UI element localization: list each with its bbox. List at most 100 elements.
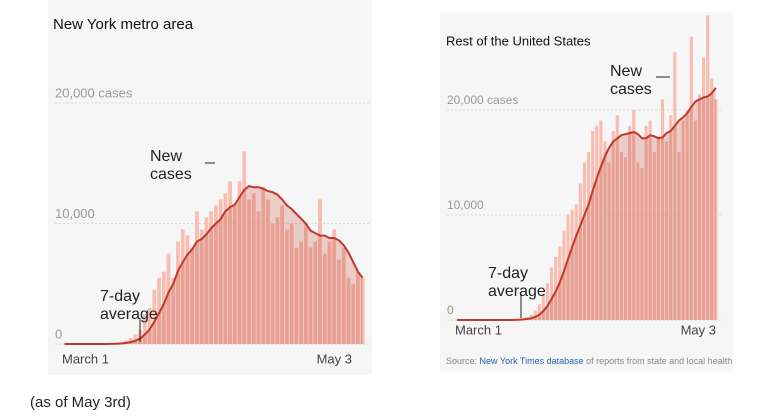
chart-title: Rest of the United States: [446, 33, 591, 48]
bar: [566, 215, 570, 320]
bar: [285, 229, 289, 344]
bar: [562, 230, 566, 320]
x-tick-label: March 1: [62, 351, 109, 366]
annotation: New cases: [610, 63, 652, 98]
bar: [714, 99, 718, 320]
bar: [607, 162, 611, 320]
bar: [261, 187, 266, 344]
bar: [545, 283, 550, 320]
source: Source: New York Times database of repor…: [446, 356, 732, 366]
bar: [710, 78, 714, 320]
bar: [537, 304, 541, 320]
bar: [706, 15, 710, 320]
bar: [232, 205, 237, 344]
annotation-box: 7-day average: [488, 265, 546, 300]
bar: [237, 181, 242, 344]
bar: [266, 199, 270, 344]
bar: [587, 152, 591, 320]
average-area: [457, 87, 716, 321]
bar: [209, 211, 213, 344]
bar: [228, 181, 232, 344]
bar: [341, 247, 346, 344]
bar: [702, 57, 706, 320]
bar: [303, 223, 308, 344]
bar: [595, 125, 599, 320]
bar: [591, 131, 595, 320]
bar: [161, 271, 166, 344]
source-prefix: Source:: [446, 356, 477, 366]
bar: [204, 217, 209, 344]
annotation: 7-day average: [488, 265, 546, 300]
bar: [214, 205, 218, 344]
bar: [356, 271, 360, 344]
bar: [270, 223, 275, 344]
bar: [308, 247, 313, 344]
bar: [693, 120, 697, 320]
bar: [152, 289, 157, 344]
bar: [289, 223, 294, 344]
bar: [351, 283, 356, 344]
average-line: [457, 87, 717, 321]
bar: [685, 110, 689, 320]
bar: [541, 293, 545, 320]
bar: [318, 199, 322, 344]
bar: [619, 152, 623, 320]
bar: [190, 247, 195, 344]
x-tick-label: March 1: [455, 322, 502, 337]
bar: [251, 193, 256, 344]
caption: (as of May 3rd): [30, 394, 131, 411]
bar: [199, 229, 204, 344]
bar: [648, 120, 652, 320]
bar: [157, 277, 161, 344]
bar: [665, 141, 669, 320]
bar: [299, 241, 303, 344]
y-tick-label: 20,000 cases: [447, 93, 518, 107]
bar: [256, 211, 261, 344]
y-tick-label: 0: [55, 326, 62, 341]
y-tick-label: 20,000 cases: [55, 85, 133, 100]
bar: [337, 259, 341, 344]
bar: [185, 235, 190, 344]
annotation: New cases: [150, 148, 192, 183]
bar: [327, 241, 332, 344]
source-link[interactable]: New York Times database: [480, 356, 584, 366]
bar: [313, 241, 318, 344]
bar: [628, 125, 632, 320]
bar: [603, 141, 607, 320]
bar: [677, 152, 681, 320]
x-tick-label: May 3: [681, 322, 716, 337]
bar: [166, 253, 171, 344]
bar: [176, 241, 180, 344]
bar: [681, 120, 685, 320]
bar: [128, 337, 133, 344]
bar: [669, 115, 673, 320]
y-tick-label: 10,000: [447, 198, 484, 212]
bar: [346, 277, 351, 344]
bar: [242, 151, 247, 344]
bar: [578, 183, 582, 320]
bar: [582, 162, 586, 320]
bar: [223, 193, 228, 344]
bar: [550, 267, 554, 320]
average-line: [64, 185, 364, 345]
bar: [644, 125, 648, 320]
bar: [195, 211, 199, 344]
bar: [275, 217, 280, 344]
bar: [322, 253, 327, 344]
bar: [640, 167, 644, 320]
bar: [247, 199, 251, 344]
average-area: [64, 186, 363, 344]
bar: [574, 204, 578, 320]
bar: [611, 131, 615, 320]
bar: [554, 257, 558, 320]
bar: [133, 334, 138, 344]
bar: [142, 313, 147, 344]
bar: [218, 199, 223, 344]
x-tick-label: May 3: [317, 351, 352, 366]
y-tick-label: 0: [447, 303, 454, 317]
bar: [171, 277, 176, 344]
bar: [660, 99, 665, 320]
bar: [360, 277, 365, 344]
bar: [636, 162, 640, 320]
